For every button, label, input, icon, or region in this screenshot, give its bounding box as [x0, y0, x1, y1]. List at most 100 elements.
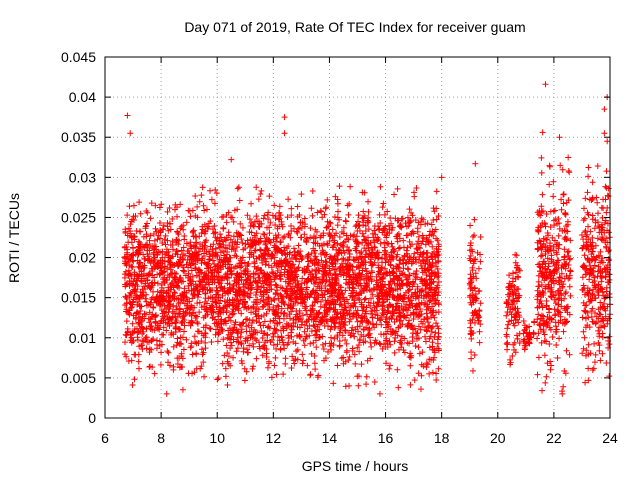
data-point [132, 351, 139, 358]
data-point [245, 285, 252, 292]
data-point [170, 331, 177, 338]
data-point [290, 261, 297, 268]
data-point [421, 333, 428, 340]
data-point [546, 162, 553, 169]
data-point [581, 334, 588, 341]
data-point [292, 268, 299, 275]
data-point [407, 362, 414, 369]
data-point [324, 323, 331, 330]
data-point [258, 187, 265, 194]
data-point [294, 203, 301, 210]
data-point [539, 387, 546, 394]
data-point [252, 234, 259, 241]
data-point [261, 342, 268, 349]
data-point [558, 206, 565, 213]
data-point [241, 377, 248, 384]
data-point [156, 235, 163, 242]
data-point [183, 240, 190, 247]
data-point [232, 247, 239, 254]
data-point [351, 333, 358, 340]
data-point [594, 199, 601, 206]
data-point [363, 373, 370, 380]
data-point [389, 328, 396, 335]
data-point [434, 237, 441, 244]
data-point [127, 304, 134, 311]
data-point [253, 213, 260, 220]
data-point [408, 230, 415, 237]
data-point [280, 315, 287, 322]
data-point [124, 232, 131, 239]
data-point [599, 334, 606, 341]
data-point [147, 232, 154, 239]
data-point [404, 214, 411, 221]
data-point [556, 335, 563, 342]
x-tick-label: 16 [378, 430, 394, 446]
data-point [262, 339, 269, 346]
data-point [194, 251, 201, 258]
data-point [263, 353, 270, 360]
data-point [396, 244, 403, 251]
data-point [343, 218, 350, 225]
data-point [561, 210, 568, 217]
data-point [259, 352, 266, 359]
data-point [585, 341, 592, 348]
data-point [135, 358, 142, 365]
data-point [598, 258, 605, 265]
data-point [334, 362, 341, 369]
data-point [271, 202, 278, 209]
data-point [370, 285, 377, 292]
data-point [288, 222, 295, 229]
data-point [536, 321, 543, 328]
data-point [124, 212, 131, 219]
data-point [390, 276, 397, 283]
data-point [591, 262, 598, 269]
data-point [301, 231, 308, 238]
data-point [598, 204, 605, 211]
data-point [244, 237, 251, 244]
data-point [193, 365, 200, 372]
data-point [379, 278, 386, 285]
data-point [340, 354, 347, 361]
data-point [401, 349, 408, 356]
data-point [468, 349, 475, 356]
data-point [580, 236, 587, 243]
data-point [274, 341, 281, 348]
data-point [263, 235, 270, 242]
data-point [261, 212, 268, 219]
data-point [352, 326, 359, 333]
data-point [595, 210, 602, 217]
data-point [235, 287, 242, 294]
data-point [411, 189, 418, 196]
data-point [171, 310, 178, 317]
data-point [504, 346, 511, 353]
data-point [135, 298, 142, 305]
data-point [338, 355, 345, 362]
data-point [550, 193, 557, 200]
data-point [605, 193, 612, 200]
data-point [330, 342, 337, 349]
data-point [542, 379, 549, 386]
data-point [178, 319, 185, 326]
data-point [433, 188, 440, 195]
data-point [312, 253, 319, 260]
data-point [198, 363, 205, 370]
data-point [166, 362, 173, 369]
data-point [169, 215, 176, 222]
data-point [606, 333, 613, 340]
data-point [346, 254, 353, 261]
data-point [560, 383, 567, 390]
data-point [122, 293, 129, 300]
data-point [224, 382, 231, 389]
data-point [407, 354, 414, 361]
data-point [223, 342, 230, 349]
data-point [125, 225, 132, 232]
data-point [237, 333, 244, 340]
data-point [222, 273, 229, 280]
data-point [258, 327, 265, 334]
data-point [398, 340, 405, 347]
data-point [375, 226, 382, 233]
data-point [413, 184, 420, 191]
data-point [272, 272, 279, 279]
data-point [366, 286, 373, 293]
data-point [194, 320, 201, 327]
